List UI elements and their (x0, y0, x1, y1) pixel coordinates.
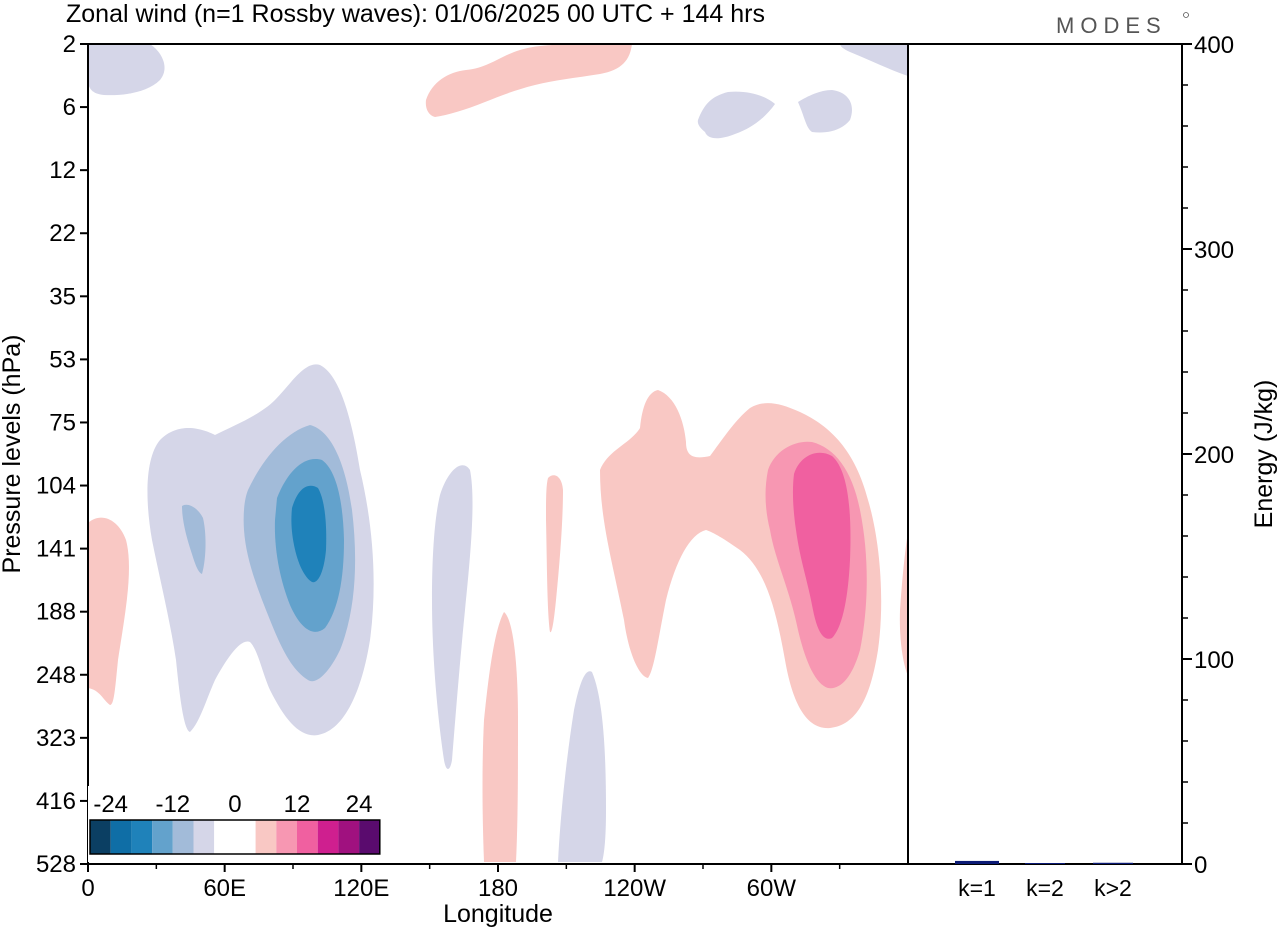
anomaly-region-negative-cell-b (798, 90, 852, 133)
anomaly-region-positive-east-edge (899, 532, 908, 676)
anomaly-region-negative-dateline-narrow (432, 465, 473, 769)
wavenumber-axis: k=1 k=2 k>2 (958, 875, 1132, 901)
energy-tick-label-4: 400 (1194, 32, 1234, 59)
x-tick-label-3: 180 (478, 875, 518, 902)
y-tick-label-12: 416 (36, 788, 76, 815)
energy-tick-label-1: 100 (1194, 647, 1234, 674)
anomaly-region-negative-stratosphere-east (840, 44, 908, 76)
colorbar-label-0: -24 (93, 791, 128, 818)
hovmoller-panel: 0 60E 120E 180 120W 60W 2 6 12 22 35 53 75 104 141 188… (0, 31, 909, 928)
x-tick-label-5: 60W (747, 875, 797, 902)
y-tick-label-8: 141 (36, 536, 76, 563)
colorbar-swatch-5 (193, 820, 215, 854)
anomaly-region-positive-upper-jet (425, 44, 632, 117)
colorbar-swatch-7 (234, 820, 256, 854)
colorbar-swatch-13 (359, 820, 380, 854)
colorbar-swatch-3 (152, 820, 173, 854)
y-tick-label-1: 6 (63, 94, 76, 121)
x-axis-label: Longitude (443, 900, 553, 928)
colorbar-swatch-0 (90, 820, 111, 854)
colorbar: -24 -12 0 12 24 (88, 786, 382, 862)
longitude-axis: 0 60E 120E 180 120W 60W (81, 864, 841, 902)
y-tick-label-9: 188 (36, 599, 76, 626)
colorbar-swatch-8 (255, 820, 277, 854)
anomaly-region-positive-dateline-narrow (482, 612, 518, 862)
modes-logo: MODES (1056, 12, 1189, 38)
energy-tick-label-3: 300 (1194, 237, 1234, 264)
y-tick-label-3: 22 (49, 220, 76, 247)
colorbar-outline (89, 819, 381, 855)
y-axis-label: Pressure levels (hPa) (0, 335, 26, 574)
colorbar-swatch-12 (338, 820, 360, 854)
y-tick-label-11: 323 (36, 725, 76, 752)
colorbar-swatch-4 (172, 820, 194, 854)
x-tick-label-0: 0 (81, 875, 94, 902)
colorbar-swatch-11 (317, 820, 339, 854)
colorbar-label-2: 0 (228, 791, 241, 818)
anomaly-region-positive-core (792, 452, 851, 639)
energy-axis-label: Energy (J/kg) (1250, 380, 1278, 529)
x-tick-label-4: 120W (603, 875, 666, 902)
energy-bar-0 (955, 860, 999, 864)
colorbar-swatch-1 (110, 820, 132, 854)
anomaly-region-negative-lower-streak (558, 671, 606, 862)
chart-title: Zonal wind (n=1 Rossby waves): 01/06/202… (66, 0, 765, 28)
y-tick-label-6: 75 (49, 409, 76, 436)
y-tick-label-13: 528 (36, 851, 76, 878)
registered-mark-icon (1183, 12, 1189, 18)
modes-logo-text: MODES (1056, 13, 1167, 38)
wavenumber-label-0: k=1 (958, 875, 996, 901)
energy-axis: 0 100 200 300 400 (1182, 32, 1234, 879)
colorbar-label-1: -12 (155, 791, 190, 818)
energy-bar-2 (1093, 862, 1133, 864)
colorbar-labels: -24 -12 0 12 24 (93, 791, 372, 818)
anomaly-region-positive-thin-streak (546, 475, 563, 633)
energy-tick-label-0: 0 (1194, 852, 1207, 879)
colorbar-label-4: 24 (346, 791, 373, 818)
pressure-axis: 2 6 12 22 35 53 75 104 141 188 248 323 416 528 (36, 31, 88, 878)
y-tick-label-0: 2 (63, 31, 76, 58)
energy-tick-label-2: 200 (1194, 442, 1234, 469)
x-tick-label-1: 60E (203, 875, 246, 902)
colorbar-swatch-6 (214, 820, 235, 854)
colorbar-swatch-9 (276, 820, 297, 854)
energy-panel: 0 100 200 300 400 k=1 k=2 k>2 Energy (J/kg) (907, 32, 1278, 901)
y-tick-label-2: 12 (49, 157, 76, 184)
colorbar-swatches (89, 819, 381, 855)
y-tick-label-4: 35 (49, 283, 76, 310)
energy-frame (907, 43, 1183, 865)
y-tick-label-5: 53 (49, 346, 76, 373)
anomaly-region-positive-west-edge (88, 517, 129, 705)
wavenumber-label-1: k=2 (1026, 875, 1064, 901)
anomaly-region-negative-cell-a (697, 91, 775, 139)
energy-bar-1 (1025, 863, 1065, 864)
anomaly-region-negative-core (291, 485, 327, 583)
wavenumber-label-2: k>2 (1094, 875, 1132, 901)
y-tick-label-7: 104 (36, 473, 76, 500)
x-tick-label-2: 120E (333, 875, 389, 902)
energy-bars (955, 860, 1133, 864)
anomaly-region-negative-small-cell (182, 504, 206, 574)
colorbar-label-3: 12 (284, 791, 311, 818)
colorbar-swatch-2 (131, 820, 153, 854)
colorbar-swatch-10 (297, 820, 318, 854)
y-tick-label-10: 248 (36, 662, 76, 689)
anomaly-region-negative-nw (88, 44, 165, 96)
wind-anomaly-fields (88, 44, 908, 862)
